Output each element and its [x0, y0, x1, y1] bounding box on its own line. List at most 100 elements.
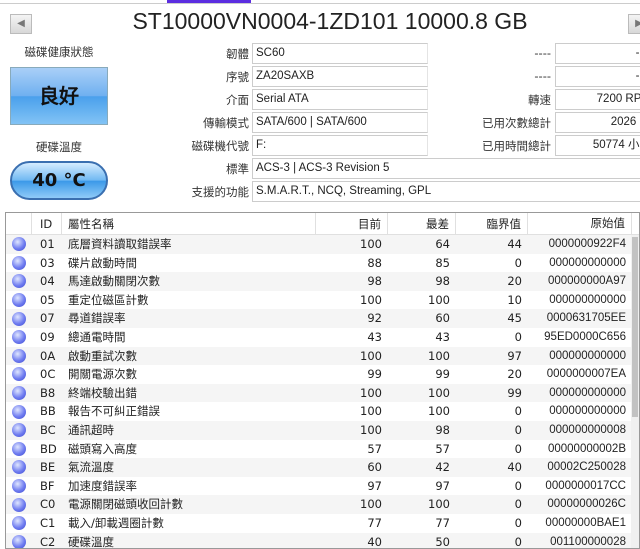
attr-raw: 000000000000 [549, 256, 626, 269]
attr-worst: 77 [435, 515, 450, 530]
interface-label: 介面 [226, 93, 249, 107]
temperature-label: 硬碟溫度 [36, 140, 82, 154]
table-row[interactable]: B8 終端校驗出錯 100 100 99 000000000000 [6, 383, 639, 403]
arrow-right-icon: ▶ [635, 18, 640, 29]
next-disk-button[interactable]: ▶ [628, 14, 640, 34]
table-row[interactable]: BB 報告不可糾正錯誤 100 100 0 000000000000 [6, 402, 639, 421]
arrow-left-icon: ◀ [17, 18, 25, 29]
table-row[interactable]: 0C 開關電源次數 99 99 20 0000000007EA [6, 365, 639, 384]
attr-threshold: 20 [507, 367, 522, 382]
firmware-field: SC60 [252, 43, 428, 64]
attr-name: 啟動重試次數 [68, 348, 137, 363]
table-row[interactable]: 0A 啟動重試次數 100 100 97 000000000000 [6, 346, 639, 366]
attr-id: 01 [40, 237, 55, 251]
status-cell [6, 272, 32, 291]
attr-worst: 100 [428, 348, 450, 363]
header-threshold[interactable]: 臨界值 [456, 213, 528, 234]
header-worst[interactable]: 最差 [388, 213, 456, 234]
serial-field: ZA20SAXB [252, 66, 428, 87]
attr-id: BE [40, 460, 56, 475]
attr-name: 硬碟溫度 [68, 534, 114, 549]
attr-worst: 43 [435, 329, 450, 344]
header-id[interactable]: ID [32, 213, 62, 234]
features-field: S.M.A.R.T., NCQ, Streaming, GPL [252, 181, 640, 202]
attr-id: BD [40, 441, 57, 456]
table-row[interactable]: 01 底層資料讀取錯誤率 100 64 44 0000000922F4 [6, 235, 639, 254]
attr-current: 88 [367, 255, 382, 270]
attr-raw: 000000000008 [549, 423, 626, 436]
attr-threshold: 0 [514, 329, 522, 344]
attr-id: 0C [40, 367, 56, 382]
scrollbar-thumb[interactable] [632, 237, 638, 417]
status-good-icon [12, 386, 26, 401]
attr-threshold: 99 [507, 385, 522, 400]
table-row[interactable]: C1 載入/卸載週圈計數 77 77 0 00000000BAE1 [6, 514, 639, 533]
table-row[interactable]: 09 總通電時間 43 43 0 95ED0000C656 [6, 328, 639, 347]
status-good-icon [12, 404, 26, 419]
attr-worst: 100 [428, 292, 450, 307]
attr-worst: 42 [435, 460, 450, 475]
rotation-field: 7200 RPM [555, 89, 640, 110]
attr-current: 98 [367, 274, 382, 289]
table-row[interactable]: 05 重定位磁區計數 100 100 10 000000000000 [6, 291, 639, 310]
attr-current: 100 [360, 385, 382, 400]
attr-name: 開關電源次數 [68, 367, 137, 382]
attr-threshold: 45 [507, 311, 522, 326]
table-row[interactable]: C2 硬碟溫度 40 50 0 001100000028 [6, 532, 639, 549]
status-good-icon [12, 311, 26, 326]
smart-table[interactable]: ID 屬性名稱 目前 最差 臨界值 原始值 01 底層資料讀取錯誤率 100 64 44… [5, 212, 640, 549]
health-label: 磁碟健康狀態 [24, 45, 94, 59]
table-row[interactable]: BE 氣流溫度 60 42 40 00002C250028 [6, 458, 639, 477]
attr-id: BF [40, 478, 55, 493]
attr-raw: 000000000000 [549, 386, 626, 399]
attr-name: 載入/卸載週圈計數 [68, 515, 164, 530]
attr-current: 77 [367, 515, 382, 530]
attr-worst: 60 [435, 311, 450, 326]
attr-worst: 98 [435, 422, 450, 437]
power-on-hours-field: 50774 小時 [555, 135, 640, 156]
header-status[interactable] [6, 213, 32, 234]
status-cell [6, 235, 32, 254]
attr-worst: 64 [435, 237, 450, 251]
status-good-icon [12, 460, 26, 475]
header-attribute[interactable]: 屬性名稱 [62, 213, 316, 234]
attr-threshold: 0 [514, 422, 522, 437]
header-raw[interactable]: 原始值 [528, 213, 632, 234]
attr-name: 通訊超時 [68, 422, 114, 437]
table-row[interactable]: 07 尋道錯誤率 92 60 45 0000631705EE [6, 309, 639, 328]
table-row[interactable]: 04 馬達啟動關閉次數 98 98 20 000000000A97 [6, 272, 639, 291]
attr-raw: 0000631705EE [546, 312, 626, 325]
attr-id: 05 [40, 292, 55, 307]
table-row[interactable]: BD 磁頭寫入高度 57 57 0 00000000002B [6, 440, 639, 459]
status-cell [6, 458, 32, 477]
firmware-label: 韌體 [226, 47, 249, 61]
status-good-icon [12, 348, 26, 363]
status-cell [6, 328, 32, 347]
attr-threshold: 20 [507, 274, 522, 289]
tab-strip [0, 0, 640, 4]
attr-worst: 99 [435, 367, 450, 382]
table-row[interactable]: C0 電源關閉磁頭收回計數 100 100 0 00000000026C [6, 495, 639, 514]
status-cell [6, 495, 32, 514]
prev-disk-button[interactable]: ◀ [10, 14, 32, 34]
attr-name: 尋道錯誤率 [68, 311, 126, 326]
status-good-icon [12, 255, 26, 270]
temperature-button[interactable]: 40 °C [10, 161, 108, 200]
table-row[interactable]: BF 加速度錯誤率 97 97 0 0000000017CC [6, 477, 639, 496]
attr-raw: 0000000017CC [545, 479, 626, 492]
status-good-icon [12, 293, 26, 308]
status-good-icon [12, 423, 26, 438]
table-row[interactable]: BC 通訊超時 100 98 0 000000000008 [6, 420, 639, 440]
table-row[interactable]: 03 碟片啟動時間 88 85 0 000000000000 [6, 254, 639, 273]
header-current[interactable]: 目前 [316, 213, 388, 234]
health-status-button[interactable]: 良好 [10, 67, 108, 125]
attr-id: C2 [40, 534, 56, 549]
status-good-icon [12, 330, 26, 345]
attr-raw: 001100000028 [550, 535, 626, 548]
status-good-icon [12, 497, 26, 512]
active-disk-tab-indicator[interactable] [167, 0, 251, 3]
status-good-icon [12, 516, 26, 531]
power-on-hours-label: 已用時間總計 [482, 139, 551, 153]
interface-field: Serial ATA [252, 89, 428, 110]
blank2-field: ---- [555, 66, 640, 87]
